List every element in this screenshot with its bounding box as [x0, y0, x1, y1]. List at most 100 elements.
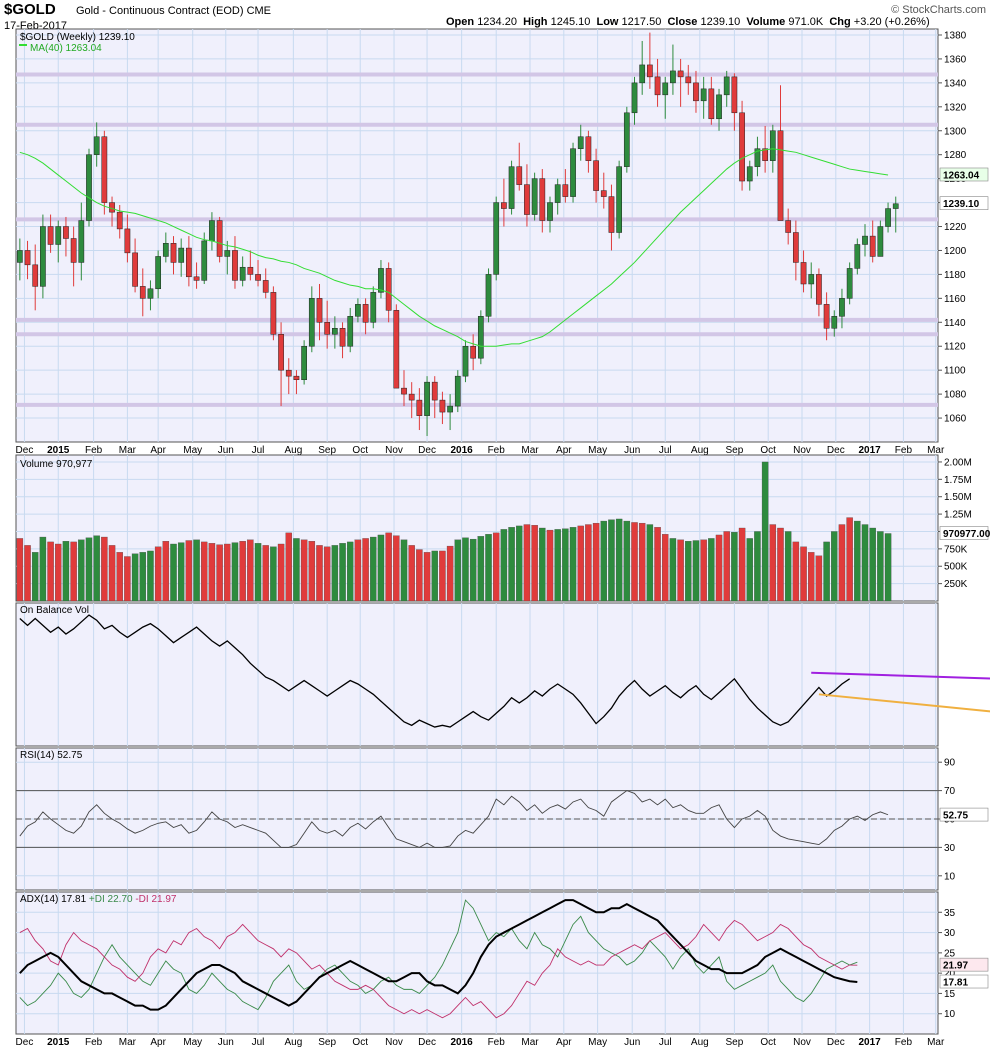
adx-last-value: 17.81	[943, 978, 968, 989]
adx-line	[19, 899, 858, 1011]
rsi-axis-tick-label: 90	[944, 758, 956, 769]
volume-bar	[93, 535, 100, 602]
x-axis-label-bottom: Sep	[318, 1037, 336, 1048]
candle-body	[232, 250, 238, 281]
volume-value: 971.0K	[788, 16, 824, 28]
stockcharts-credit[interactable]: © StockCharts.com	[891, 4, 986, 16]
candle-body	[431, 381, 438, 401]
volume-bar	[585, 524, 592, 602]
volume-bar	[408, 545, 415, 602]
price-axis-tick-label: 1100	[944, 366, 966, 377]
x-axis-label: Dec	[418, 445, 436, 456]
volume-bar	[339, 543, 346, 602]
candle-body	[862, 235, 868, 245]
volume-bar	[78, 539, 85, 602]
volume-bar	[347, 541, 354, 602]
candle-body	[224, 250, 231, 257]
volume-bar	[861, 524, 869, 602]
candle-body	[516, 166, 523, 185]
volume-bar	[831, 531, 838, 602]
candle-body	[362, 304, 369, 323]
volume-bar	[669, 538, 677, 602]
x-axis-label: Mar	[521, 445, 539, 456]
candle-body	[777, 130, 784, 221]
volume-bar	[293, 538, 300, 602]
volume-bar	[554, 529, 561, 602]
adx-axis-tick-label: 20	[944, 969, 956, 980]
candle-body	[331, 328, 338, 335]
candle-body	[685, 76, 692, 84]
x-axis-label-bottom: Aug	[691, 1037, 709, 1048]
candle-body	[347, 316, 354, 347]
volume-bar	[231, 542, 239, 602]
volume-title: Volume 970,977	[20, 459, 93, 470]
candle-body	[639, 64, 646, 84]
volume-bar	[362, 538, 369, 602]
candle-body	[439, 399, 446, 413]
volume-bar	[31, 552, 39, 602]
price-axis-tick-label: 1360	[944, 54, 967, 65]
volume-bar	[147, 550, 154, 602]
candle-body	[32, 264, 39, 287]
exchange-label: CME	[246, 5, 272, 17]
candle-body	[378, 268, 384, 293]
volume-bar	[577, 525, 584, 602]
x-axis-label: May	[183, 445, 202, 456]
candle-body	[239, 266, 246, 281]
open-label: Open	[446, 16, 475, 28]
x-axis-label-bottom: Feb	[895, 1037, 913, 1048]
candle-body	[308, 298, 315, 347]
volume-bar	[101, 536, 108, 602]
rsi-last-value-box	[939, 807, 989, 822]
volume-bar	[562, 528, 569, 602]
volume-bar	[754, 531, 761, 602]
candle-body	[524, 184, 530, 215]
volume-bar	[370, 536, 377, 602]
volume-bar	[262, 545, 269, 602]
volume-bar	[108, 545, 116, 602]
candle-body	[447, 405, 453, 413]
x-axis-label: Aug	[691, 445, 709, 456]
candle-body	[78, 220, 85, 263]
volume-bar	[285, 532, 292, 602]
volume-bar	[139, 552, 146, 602]
volume-bar	[154, 546, 162, 602]
volume-label: Volume	[746, 16, 786, 28]
volume-bar	[55, 543, 62, 602]
volume-axis-tick-label: 1.75M	[944, 475, 972, 486]
candle-body	[593, 160, 599, 191]
x-axis-label-bottom: May	[183, 1037, 202, 1048]
x-axis-label-bottom: Feb	[85, 1037, 103, 1048]
candle-body	[285, 369, 292, 377]
minus-di-last-value-box	[939, 957, 989, 972]
candle-body	[278, 334, 284, 371]
candle-body	[631, 82, 638, 114]
x-axis-label: Dec	[827, 445, 845, 456]
volume-bar	[531, 525, 538, 602]
candle-body	[508, 166, 515, 209]
candle-body	[63, 226, 69, 239]
adx-axis-tick-label: 30	[944, 928, 956, 939]
candle-body	[424, 381, 430, 416]
x-axis-label-bottom: 2017	[858, 1037, 881, 1048]
volume-bar	[700, 539, 707, 602]
adx-axis-tick-label: 10	[944, 1009, 956, 1020]
rsi-axis-tick-label: 30	[944, 843, 956, 854]
candle-body	[462, 345, 469, 377]
rsi-title: RSI(14) 52.75	[20, 750, 83, 761]
rsi-line	[19, 790, 889, 848]
open-value: 1234.20	[477, 16, 517, 28]
candle-body	[539, 178, 546, 221]
x-axis-label-bottom: Nov	[793, 1037, 811, 1048]
x-axis-label: Nov	[385, 445, 403, 456]
volume-bar	[662, 534, 669, 602]
x-axis-label: Sep	[725, 445, 743, 456]
candle-body	[577, 136, 584, 149]
volume-bar	[162, 541, 170, 602]
volume-bar	[308, 541, 316, 602]
price-legend-title: $GOLD (Weekly) 1239.10	[20, 32, 135, 43]
candle-body	[662, 82, 669, 96]
candle-body	[147, 288, 154, 299]
candle-body	[846, 268, 853, 299]
candle-body	[216, 220, 223, 257]
